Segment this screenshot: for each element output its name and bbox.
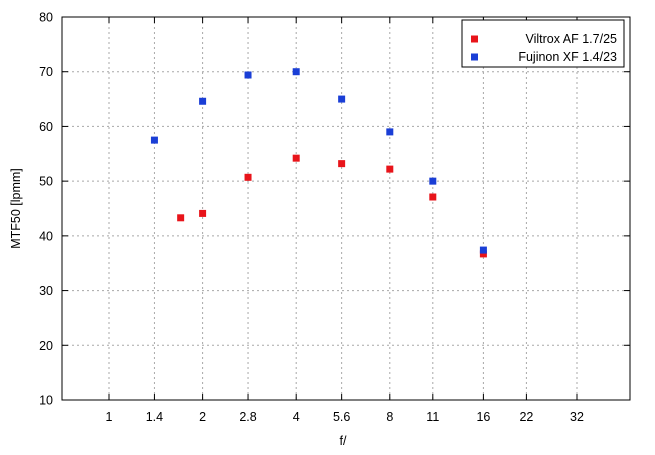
x-tick-label: 22 [519, 410, 533, 424]
x-tick-label: 1.4 [146, 410, 163, 424]
data-point [244, 71, 252, 79]
x-axis-title: f/ [340, 434, 347, 448]
legend: Viltrox AF 1.7/25 Fujinon XF 1.4/23 [461, 19, 625, 68]
data-point [386, 165, 394, 173]
legend-label: Viltrox AF 1.7/25 [526, 32, 618, 46]
legend-box [461, 19, 625, 68]
plot-frame [61, 16, 631, 401]
data-point [479, 250, 487, 258]
x-tick-label: 16 [476, 410, 490, 424]
y-tick-label: 50 [39, 175, 53, 189]
y-tick-label: 40 [39, 229, 53, 243]
x-tick-label: 4 [293, 410, 300, 424]
data-point [177, 214, 185, 222]
y-tick-label: 10 [39, 394, 53, 408]
data-point [199, 97, 207, 105]
y-tick-label: 80 [39, 11, 53, 25]
legend-swatch [471, 53, 478, 61]
data-point [338, 160, 346, 168]
axis-layer: 10 20 30 40 50 60 70 80 1 1.4 2 2.8 4 5.6 8 11 16 22 32 [39, 11, 631, 424]
grid-layer [62, 17, 630, 400]
data-point [338, 95, 346, 103]
y-tick-label: 30 [39, 284, 53, 298]
x-tick-label: 1 [106, 410, 113, 424]
data-point [479, 246, 487, 254]
data-point [244, 173, 252, 181]
data-point [386, 128, 394, 136]
x-tick-label: 2 [199, 410, 206, 424]
data-point [199, 209, 207, 217]
data-point [150, 136, 158, 144]
y-tick-label: 20 [39, 339, 53, 353]
data-marks [150, 68, 487, 258]
legend-swatch [471, 35, 478, 43]
data-point [429, 177, 437, 185]
data-point [429, 193, 437, 201]
y-tick-label: 70 [39, 65, 53, 79]
y-axis-title: MTF50 [lpmm] [9, 168, 23, 249]
x-tick-label: 32 [570, 410, 584, 424]
data-point [292, 154, 300, 162]
data-point [292, 68, 300, 76]
x-tick-label: 5.6 [333, 410, 350, 424]
y-tick-label: 60 [39, 120, 53, 134]
x-tick-label: 8 [386, 410, 393, 424]
x-tick-label: 11 [426, 410, 439, 424]
x-tick-label: 2.8 [239, 410, 256, 424]
legend-label: Fujinon XF 1.4/23 [518, 50, 617, 64]
